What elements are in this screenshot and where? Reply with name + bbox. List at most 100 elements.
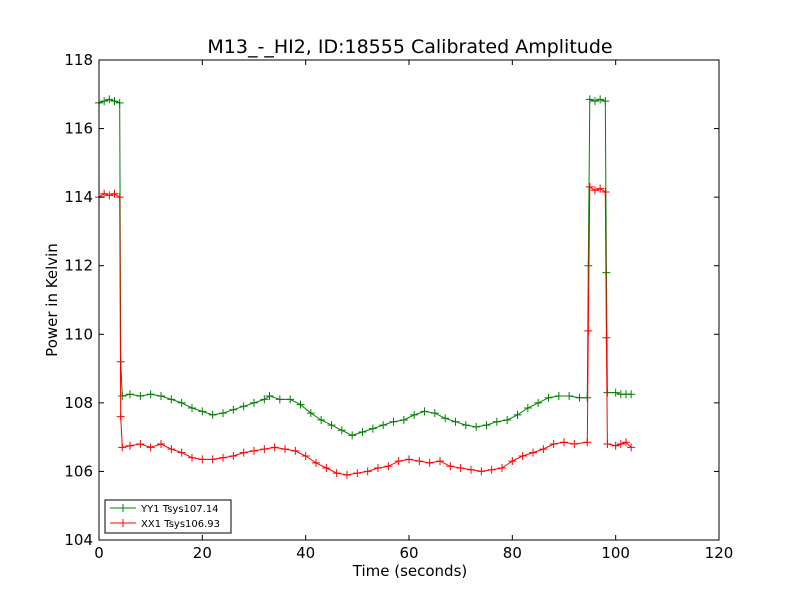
data-point: [229, 452, 238, 460]
data-point: [157, 440, 165, 448]
data-point: [603, 440, 612, 448]
data-point: [420, 407, 429, 416]
data-point: [126, 441, 134, 450]
data-point: [296, 400, 305, 409]
data-point: [337, 426, 346, 435]
data-point: [118, 443, 127, 452]
data-point: [177, 398, 186, 407]
data-point: [523, 404, 532, 412]
data-point: [544, 393, 553, 402]
data-point: [508, 457, 517, 466]
data-point: [415, 457, 424, 466]
data-point: [591, 186, 599, 195]
data-point: [118, 392, 127, 400]
data-point: [110, 97, 119, 106]
y-axis-label: Power in Kelvin: [43, 243, 61, 357]
data-point: [584, 261, 593, 270]
data-point: [146, 390, 155, 399]
data-point: [219, 409, 227, 418]
legend-box: [104, 499, 232, 534]
data-point: [198, 455, 207, 464]
data-point: [513, 410, 522, 419]
data-point: [317, 416, 326, 424]
data-point: [601, 188, 610, 196]
data-point: [291, 446, 300, 455]
data-point: [358, 428, 367, 436]
data-point: [208, 410, 217, 419]
y-tick-label: 114: [64, 188, 93, 206]
data-point: [601, 97, 610, 106]
data-point: [250, 398, 258, 407]
data-point: [585, 182, 594, 191]
series-layer: [95, 95, 636, 479]
data-point: [616, 440, 625, 448]
x-tick-label: 60: [399, 544, 418, 562]
data-point: [115, 193, 124, 202]
data-point: [575, 393, 584, 402]
data-point: [611, 441, 620, 450]
data-point: [188, 453, 196, 462]
data-point: [136, 440, 145, 448]
legend-marker: [119, 519, 127, 527]
data-point: [602, 333, 611, 342]
data-point: [560, 438, 568, 447]
data-point: [322, 464, 331, 472]
data-point: [229, 405, 238, 414]
data-point: [585, 95, 594, 104]
data-point: [456, 464, 465, 472]
x-tick-label: 100: [601, 544, 630, 562]
data-point: [487, 465, 496, 474]
data-point: [275, 395, 284, 404]
data-point: [167, 445, 176, 454]
data-point: [461, 421, 470, 430]
chart-title: M13_-_HI2, ID:18555 Calibrated Amplitude: [207, 36, 612, 58]
legend-marker: [119, 504, 127, 512]
data-point: [436, 457, 444, 466]
data-point: [399, 416, 408, 424]
data-point: [611, 388, 620, 397]
x-tick-label: 20: [193, 544, 212, 562]
data-point: [198, 407, 207, 416]
data-point: [529, 448, 537, 457]
data-point: [583, 438, 592, 447]
y-tick-label: 108: [64, 394, 93, 412]
data-point: [343, 470, 351, 479]
data-point: [363, 467, 372, 476]
tick-layer: 0 20 40 60 80 100 120 104 106 108 110 112 114 116 118: [64, 51, 733, 562]
data-point: [472, 422, 481, 431]
data-point: [265, 392, 274, 400]
data-point: [446, 462, 455, 471]
data-point: [596, 184, 605, 193]
data-point: [596, 95, 605, 104]
data-point: [260, 395, 269, 404]
data-point: [492, 417, 501, 426]
data-point: [389, 417, 398, 426]
y-tick-label: 112: [64, 257, 93, 275]
data-point: [260, 445, 269, 454]
data-point: [410, 410, 419, 419]
data-point: [622, 438, 630, 447]
data-point: [136, 392, 145, 400]
data-point: [219, 453, 227, 462]
data-point: [301, 452, 310, 460]
data-point: [565, 392, 574, 400]
data-point: [270, 443, 279, 452]
data-point: [467, 465, 475, 474]
data-point: [379, 421, 388, 430]
data-point: [441, 414, 450, 423]
data-point: [167, 395, 176, 404]
data-point: [177, 448, 186, 457]
data-point: [477, 467, 486, 476]
data-point: [627, 390, 636, 399]
data-point: [518, 452, 527, 460]
data-point: [327, 421, 336, 430]
data-point: [584, 326, 593, 335]
data-point: [110, 189, 119, 198]
data-point: [374, 464, 382, 472]
data-point: [239, 402, 248, 411]
y-tick-label: 118: [64, 51, 93, 69]
data-point: [100, 97, 109, 106]
x-axis-label: Time (seconds): [352, 562, 468, 580]
x-tick-label: 120: [705, 544, 734, 562]
